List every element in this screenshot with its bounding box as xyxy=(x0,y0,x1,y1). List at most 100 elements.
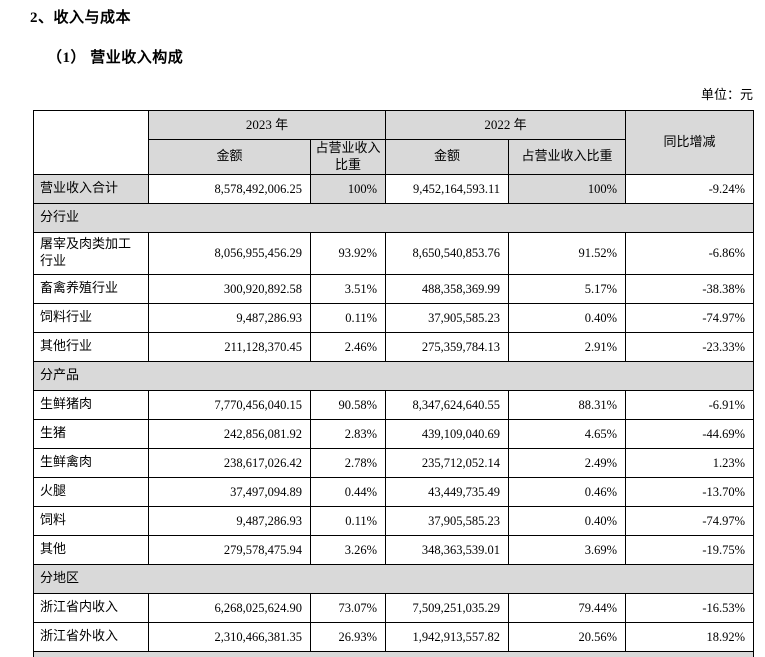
cell-amount-2023: 300,920,892.58 xyxy=(148,273,311,304)
row-label: 饲料行业 xyxy=(33,302,149,333)
cell-amount-2023: 242,856,081.92 xyxy=(148,418,311,449)
cell-amount-2022: 9,452,164,593.11 xyxy=(385,173,510,204)
cell-share-2023: 26.93% xyxy=(309,621,387,652)
section-label-clipped xyxy=(32,650,755,657)
section-row-clipped xyxy=(32,650,755,657)
section-row-region: 分地区 xyxy=(32,563,755,594)
unit-label: 单位：元 xyxy=(700,87,753,102)
cell-amount-2023: 9,487,286.93 xyxy=(148,505,311,536)
cell-yoy: -74.97% xyxy=(625,505,755,536)
table-row: 其他 279,578,475.94 3.26% 348,363,539.01 3… xyxy=(33,534,755,565)
cell-yoy: -74.97% xyxy=(625,302,755,333)
cell-yoy: 1.23% xyxy=(625,447,755,478)
cell-share-2022: 2.49% xyxy=(508,447,627,478)
cell-yoy: -6.91% xyxy=(625,389,755,420)
section-label: 分地区 xyxy=(32,563,755,594)
cell-amount-2022: 235,712,052.14 xyxy=(385,447,510,478)
table-row: 生鲜禽肉 238,617,026.42 2.78% 235,712,052.14… xyxy=(33,447,755,478)
cell-share-2023: 3.51% xyxy=(309,273,387,304)
header-amount-2023: 金额 xyxy=(148,139,311,175)
row-label: 生鲜禽肉 xyxy=(33,447,149,478)
cell-amount-2022: 488,358,369.99 xyxy=(385,273,510,304)
cell-share-2023: 90.58% xyxy=(309,389,387,420)
cell-amount-2022: 275,359,784.13 xyxy=(385,331,510,362)
row-label: 生猪 xyxy=(33,418,149,449)
header-row-measures: 金额 占营业收入比重 金额 占营业收入比重 xyxy=(34,139,754,175)
cell-yoy: -23.33% xyxy=(625,331,755,362)
header-year-2022: 2022 年 xyxy=(385,110,627,140)
cell-amount-2022: 1,942,913,557.82 xyxy=(385,621,510,652)
table-row: 浙江省外收入 2,310,466,381.35 26.93% 1,942,913… xyxy=(33,621,755,652)
cell-amount-2023: 8,578,492,006.25 xyxy=(148,173,311,204)
section-label: 分产品 xyxy=(32,360,755,391)
cell-share-2023: 100% xyxy=(309,173,387,204)
header-amount-2022: 金额 xyxy=(385,139,510,175)
table-row: 饲料行业 9,487,286.93 0.11% 37,905,585.23 0.… xyxy=(33,302,755,333)
cell-share-2022: 79.44% xyxy=(508,592,627,623)
cell-amount-2022: 37,905,585.23 xyxy=(385,505,510,536)
header-corner-cell xyxy=(33,110,149,175)
cell-share-2022: 0.46% xyxy=(508,476,627,507)
section-title: 2、收入与成本 xyxy=(30,10,132,26)
cell-yoy: 18.92% xyxy=(625,621,755,652)
cell-yoy: -6.86% xyxy=(625,231,755,275)
cell-share-2022: 2.91% xyxy=(508,331,627,362)
cell-share-2022: 100% xyxy=(508,173,627,204)
row-label: 火腿 xyxy=(33,476,149,507)
cell-amount-2022: 43,449,735.49 xyxy=(385,476,510,507)
header-year-2023: 2023 年 xyxy=(147,110,387,140)
cell-yoy: -38.38% xyxy=(625,273,755,304)
table-row: 饲料 9,487,286.93 0.11% 37,905,585.23 0.40… xyxy=(33,505,755,536)
section-row-product: 分产品 xyxy=(32,360,755,391)
table-row-total: 营业收入合计 8,578,492,006.25 100% 9,452,164,5… xyxy=(33,173,755,204)
cell-yoy: -19.75% xyxy=(625,534,755,565)
cell-share-2022: 88.31% xyxy=(508,389,627,420)
table-row: 生猪 242,856,081.92 2.83% 439,109,040.69 4… xyxy=(33,418,755,449)
cell-share-2022: 20.56% xyxy=(508,621,627,652)
cell-share-2022: 5.17% xyxy=(508,273,627,304)
cell-amount-2023: 238,617,026.42 xyxy=(148,447,311,478)
cell-share-2022: 91.52% xyxy=(508,231,627,275)
cell-share-2022: 3.69% xyxy=(508,534,627,565)
row-label: 屠宰及肉类加工行业 xyxy=(33,231,149,275)
cell-amount-2023: 279,578,475.94 xyxy=(148,534,311,565)
row-label: 生鲜猪肉 xyxy=(33,389,149,420)
revenue-composition-table: 2023 年 2022 年 同比增减 金额 占营业收入比重 金额 占营业收入比重… xyxy=(32,110,755,657)
cell-share-2022: 0.40% xyxy=(508,302,627,333)
section-label: 分行业 xyxy=(32,202,755,233)
cell-amount-2023: 8,056,955,456.29 xyxy=(148,231,311,275)
cell-amount-2023: 211,128,370.45 xyxy=(148,331,311,362)
cell-amount-2022: 348,363,539.01 xyxy=(385,534,510,565)
table-row: 浙江省内收入 6,268,025,624.90 73.07% 7,509,251… xyxy=(33,592,755,623)
row-label: 浙江省外收入 xyxy=(33,621,149,652)
row-label: 其他行业 xyxy=(33,331,149,362)
row-label: 浙江省内收入 xyxy=(33,592,149,623)
cell-share-2023: 2.83% xyxy=(309,418,387,449)
row-label: 其他 xyxy=(33,534,149,565)
table-row: 屠宰及肉类加工行业 8,056,955,456.29 93.92% 8,650,… xyxy=(33,231,755,275)
header-row-years: 2023 年 2022 年 同比增减 xyxy=(33,110,755,175)
cell-amount-2023: 2,310,466,381.35 xyxy=(148,621,311,652)
cell-share-2023: 0.11% xyxy=(309,505,387,536)
row-label: 营业收入合计 xyxy=(33,173,149,204)
cell-share-2023: 3.26% xyxy=(309,534,387,565)
cell-yoy: -44.69% xyxy=(625,418,755,449)
row-label: 饲料 xyxy=(33,505,149,536)
header-yoy-change: 同比增减 xyxy=(625,110,755,175)
cell-share-2023: 0.44% xyxy=(309,476,387,507)
cell-amount-2022: 8,650,540,853.76 xyxy=(385,231,510,275)
cell-amount-2022: 439,109,040.69 xyxy=(385,418,510,449)
cell-amount-2022: 7,509,251,035.29 xyxy=(385,592,510,623)
cell-share-2023: 73.07% xyxy=(309,592,387,623)
cell-share-2022: 4.65% xyxy=(508,418,627,449)
header-share-2023: 占营业收入比重 xyxy=(309,139,387,175)
cell-share-2023: 93.92% xyxy=(309,231,387,275)
table-row: 生鲜猪肉 7,770,456,040.15 90.58% 8,347,624,6… xyxy=(33,389,755,420)
cell-yoy: -9.24% xyxy=(625,173,755,204)
row-label: 畜禽养殖行业 xyxy=(33,273,149,304)
cell-share-2023: 0.11% xyxy=(309,302,387,333)
table-row: 火腿 37,497,094.89 0.44% 43,449,735.49 0.4… xyxy=(33,476,755,507)
cell-yoy: -13.70% xyxy=(625,476,755,507)
cell-amount-2023: 6,268,025,624.90 xyxy=(148,592,311,623)
